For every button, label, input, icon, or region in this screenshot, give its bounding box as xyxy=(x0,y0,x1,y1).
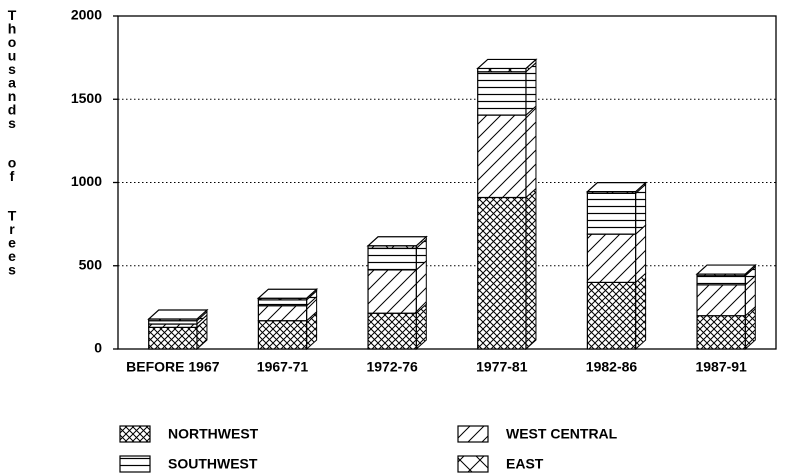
bar-side xyxy=(525,187,537,351)
x-tick-label: BEFORE 1967 xyxy=(126,359,220,375)
bar-segment xyxy=(477,114,527,199)
legend-label: WEST CENTRAL xyxy=(506,426,618,442)
bar-side xyxy=(525,104,537,199)
bar-side xyxy=(635,223,647,284)
bar-segment xyxy=(257,320,308,350)
y-tick-label: 1000 xyxy=(71,173,102,189)
bar-segment xyxy=(696,275,746,286)
bar-segment xyxy=(367,269,417,314)
bar-segment xyxy=(148,326,198,350)
x-tick-label: 1967-71 xyxy=(257,359,309,375)
bar-segment xyxy=(696,284,746,317)
bar-segment xyxy=(257,305,308,322)
y-tick-label: 500 xyxy=(79,256,103,272)
bar-segment xyxy=(367,247,417,271)
legend-swatch xyxy=(119,455,151,473)
bar-segment xyxy=(257,299,308,307)
x-tick-label: 1977-81 xyxy=(476,359,528,375)
bar-top xyxy=(695,264,757,275)
bar-segment xyxy=(367,312,417,350)
legend-label: NORTHWEST xyxy=(168,426,259,442)
bar-side xyxy=(635,272,647,351)
bar-segment xyxy=(586,281,637,350)
legend-label: SOUTHWEST xyxy=(168,456,258,472)
bar-top xyxy=(366,236,428,247)
y-tick-label: 2000 xyxy=(71,7,102,23)
bar-top xyxy=(147,309,209,320)
legend-swatch xyxy=(457,455,489,473)
x-tick-label: 1972-76 xyxy=(366,359,418,375)
y-tick-label: 1500 xyxy=(71,90,102,106)
bar-top xyxy=(256,288,319,299)
x-tick-label: 1982-86 xyxy=(586,359,638,375)
x-tick-label: 1987-91 xyxy=(695,359,747,375)
legend-swatch xyxy=(119,425,151,443)
bar-segment xyxy=(477,71,527,116)
legend-swatch xyxy=(457,425,489,443)
bar-top xyxy=(585,182,648,193)
bar-top xyxy=(476,58,538,70)
bar-segment xyxy=(586,192,637,235)
bar-segment xyxy=(696,315,746,350)
y-tick-label: 0 xyxy=(94,340,102,356)
legend-label: EAST xyxy=(506,456,544,472)
bar-segment xyxy=(586,233,637,284)
bar-segment xyxy=(477,196,527,350)
